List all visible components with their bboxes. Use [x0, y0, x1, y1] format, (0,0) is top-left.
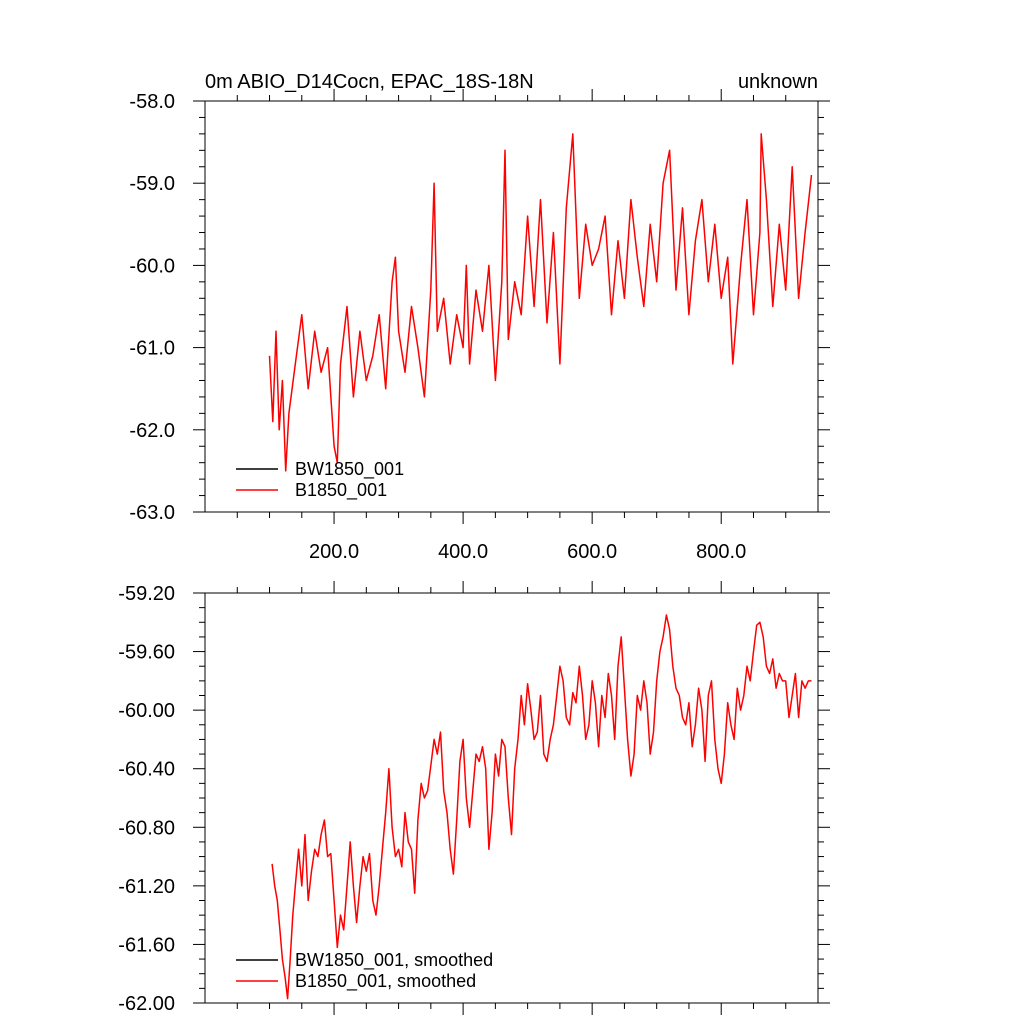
y-tick-label: -61.0 [129, 338, 175, 360]
y-tick-label: -63.0 [129, 502, 175, 524]
y-tick-label: -61.20 [118, 876, 175, 898]
y-tick-label: -62.00 [118, 993, 175, 1015]
y-tick-label: -59.60 [118, 642, 175, 664]
y-tick-label: -59.0 [129, 173, 175, 195]
series-line-b1850-001-smoothed [271, 614, 812, 1000]
y-tick-label: -59.20 [118, 583, 175, 605]
legend-label: BW1850_001, smoothed [295, 950, 493, 971]
y-tick-label: -58.0 [129, 91, 175, 113]
legend-label: B1850_001 [295, 480, 387, 501]
top-panel: 0m ABIO_D14Cocn, EPAC_18S-18N unknown 200.… [129, 71, 830, 563]
y-tick-label: -60.80 [118, 817, 175, 839]
bottom-panel: -59.20 -59.60 -60.00 -60.40 -60.80 -61.20 -61.… [118, 581, 830, 1015]
series-line-b1850-001 [268, 133, 813, 472]
chart-right-title: unknown [738, 71, 818, 93]
plot-frame [204, 100, 819, 513]
y-tick-label: -61.60 [118, 934, 175, 956]
legend-label: B1850_001, smoothed [295, 971, 476, 992]
y-tick-label: -60.0 [129, 255, 175, 277]
chart-title: 0m ABIO_D14Cocn, EPAC_18S-18N [205, 71, 534, 93]
x-tick-label: 200.0 [309, 541, 359, 563]
y-tick-label: -60.40 [118, 759, 175, 781]
x-tick-label: 800.0 [696, 541, 746, 563]
legend-label: BW1850_001 [295, 459, 404, 480]
x-tick-label: 400.0 [438, 541, 488, 563]
plot-frame [204, 592, 819, 1004]
x-tick-label: 600.0 [567, 541, 617, 563]
y-tick-label: -62.0 [129, 420, 175, 442]
y-tick-label: -60.00 [118, 700, 175, 722]
